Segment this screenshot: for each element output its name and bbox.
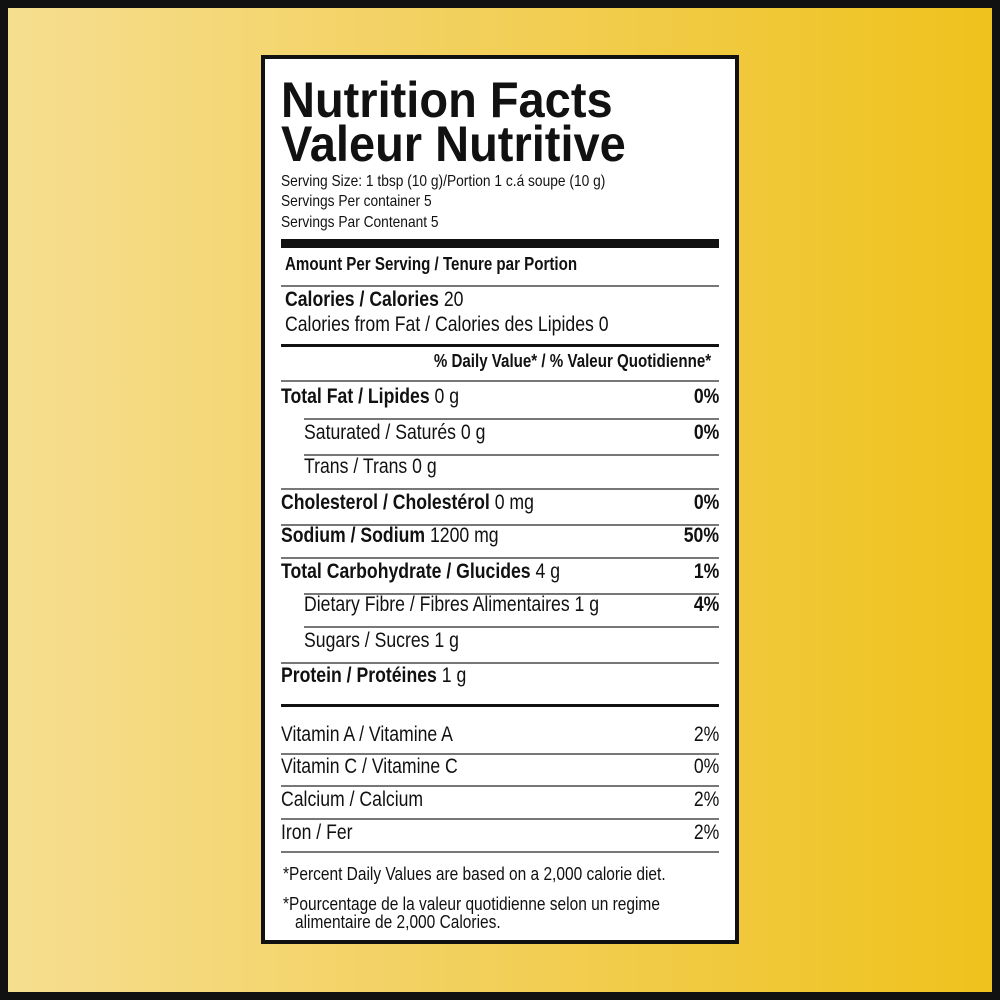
servings-en: Servings Per container 5 xyxy=(281,193,432,210)
divider xyxy=(281,557,719,559)
vitamin-row: Calcium / Calcium 2% xyxy=(281,788,719,814)
vitamin-label: Iron / Fer xyxy=(281,821,353,844)
nutrient-dv: 1% xyxy=(693,560,719,583)
nutrient-label: Cholesterol / Cholestérol 0 mg xyxy=(281,491,534,514)
nutrient-dv: 0% xyxy=(693,385,719,408)
divider xyxy=(281,662,719,664)
nutrient-label: Trans / Trans 0 g xyxy=(304,455,437,478)
nutrient-label: Dietary Fibre / Fibres Alimentaires 1 g xyxy=(304,593,600,616)
servings-fr: Servings Par Contenant 5 xyxy=(281,214,439,231)
divider xyxy=(281,380,719,382)
nutrient-label: Sugars / Sucres 1 g xyxy=(304,629,459,652)
amount-header: Amount Per Serving / Tenure par Portion xyxy=(285,254,578,274)
vitamin-label: Vitamin A / Vitamine A xyxy=(281,723,453,746)
serving-size: Serving Size: 1 tbsp (10 g)/Portion 1 c.… xyxy=(281,173,606,190)
nutrient-row: Trans / Trans 0 g xyxy=(281,455,719,481)
thick-divider xyxy=(281,239,719,248)
vitamin-dv: 2% xyxy=(693,788,719,811)
vitamin-row: Iron / Fer 2% xyxy=(281,821,719,847)
divider xyxy=(281,524,719,526)
divider xyxy=(304,593,719,595)
footnote-fr-cont: alimentaire de 2,000 Calories. xyxy=(295,912,501,932)
divider xyxy=(281,851,719,853)
title-fr: Valeur Nutritive xyxy=(281,116,626,172)
nutrient-row: Protein / Protéines 1 g xyxy=(281,664,719,690)
calories-fat-row: Calories from Fat / Calories des Lipides… xyxy=(285,313,609,336)
nutrient-row: Sodium / Sodium 1200 mg 50% xyxy=(281,524,719,550)
vitamin-dv: 2% xyxy=(693,821,719,844)
nutrient-row: Dietary Fibre / Fibres Alimentaires 1 g 4… xyxy=(281,593,719,619)
divider xyxy=(304,626,719,628)
vitamin-row: Vitamin A / Vitamine A 2% xyxy=(281,723,719,749)
vitamin-dv: 0% xyxy=(693,755,719,778)
divider xyxy=(281,488,719,490)
divider xyxy=(304,454,719,456)
calories-row: Calories / Calories 20 xyxy=(285,288,464,311)
nutrient-label: Total Fat / Lipides 0 g xyxy=(281,385,460,408)
nutrient-label: Protein / Protéines 1 g xyxy=(281,664,467,687)
divider xyxy=(281,285,719,287)
vitamin-row: Vitamin C / Vitamine C 0% xyxy=(281,755,719,781)
nutrient-row: Sugars / Sucres 1 g xyxy=(281,629,719,655)
nutrient-label: Sodium / Sodium 1200 mg xyxy=(281,524,499,547)
nutrient-dv: 0% xyxy=(693,491,719,514)
nutrient-row: Saturated / Saturés 0 g 0% xyxy=(281,421,719,447)
divider xyxy=(281,344,719,347)
divider xyxy=(304,418,719,420)
nutrient-label: Saturated / Saturés 0 g xyxy=(304,421,486,444)
divider xyxy=(281,753,719,755)
nutrient-dv: 0% xyxy=(693,421,719,444)
nutrient-dv: 50% xyxy=(683,524,719,547)
nutrient-label: Total Carbohydrate / Glucides 4 g xyxy=(281,560,561,583)
footnote-en: *Percent Daily Values are based on a 2,0… xyxy=(283,864,666,884)
nutrient-row: Cholesterol / Cholestérol 0 mg 0% xyxy=(281,491,719,517)
vitamin-label: Vitamin C / Vitamine C xyxy=(281,755,458,778)
nutrient-dv: 4% xyxy=(693,593,719,616)
divider xyxy=(281,818,719,820)
nutrition-label: Nutrition Facts Valeur Nutritive Serving… xyxy=(261,55,739,944)
dv-header: % Daily Value* / % Valeur Quotidienne* xyxy=(433,351,711,371)
vitamin-dv: 2% xyxy=(693,723,719,746)
title-en: Nutrition Facts xyxy=(281,72,613,128)
divider xyxy=(281,704,719,707)
vitamin-label: Calcium / Calcium xyxy=(281,788,424,811)
footnote-fr: *Pourcentage de la valeur quotidienne se… xyxy=(283,894,660,914)
divider xyxy=(281,785,719,787)
nutrient-row: Total Carbohydrate / Glucides 4 g 1% xyxy=(281,560,719,586)
nutrient-row: Total Fat / Lipides 0 g 0% xyxy=(281,385,719,411)
